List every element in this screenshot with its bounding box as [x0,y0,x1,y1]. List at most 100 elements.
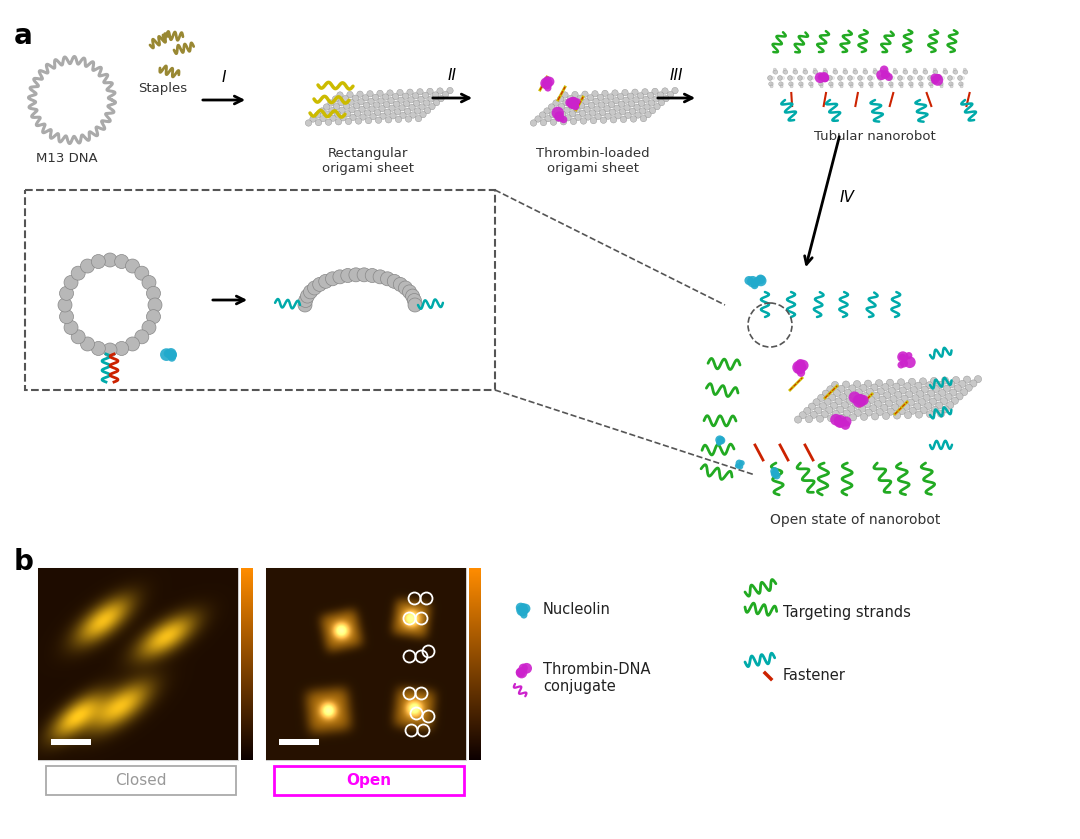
Circle shape [905,352,913,359]
Circle shape [801,76,805,80]
Circle shape [349,107,355,113]
Circle shape [903,70,905,74]
Circle shape [914,68,916,71]
Circle shape [624,105,631,111]
Circle shape [394,108,401,115]
Circle shape [300,289,314,303]
Circle shape [818,394,825,402]
Circle shape [874,68,876,71]
Circle shape [907,76,913,81]
Circle shape [443,91,448,98]
Circle shape [582,91,589,97]
Circle shape [914,70,918,74]
Circle shape [941,82,944,86]
Circle shape [58,298,72,312]
Circle shape [607,94,613,100]
Circle shape [644,104,650,110]
Circle shape [407,294,421,307]
Circle shape [559,111,566,117]
Circle shape [751,282,758,289]
Circle shape [770,85,773,88]
Circle shape [849,385,856,392]
Circle shape [862,393,868,399]
Circle shape [810,411,818,419]
Text: I: I [221,70,226,85]
Circle shape [540,119,546,126]
Circle shape [918,76,922,81]
Circle shape [954,70,958,74]
Circle shape [625,112,631,118]
Circle shape [885,73,893,81]
Circle shape [908,378,916,385]
Circle shape [929,82,933,86]
Circle shape [612,97,619,104]
Circle shape [835,398,842,405]
Circle shape [808,403,815,410]
Circle shape [842,70,846,74]
Circle shape [970,380,977,387]
Circle shape [841,82,843,86]
Circle shape [769,82,773,86]
Circle shape [879,82,883,86]
Circle shape [638,100,645,107]
Circle shape [568,103,575,109]
Text: Closed: Closed [116,773,166,788]
Circle shape [592,91,598,97]
Circle shape [841,416,851,427]
Text: II: II [447,68,457,83]
Circle shape [842,381,850,388]
Circle shape [387,90,393,96]
Circle shape [780,85,783,88]
Circle shape [353,102,360,109]
Circle shape [672,87,678,94]
Circle shape [800,85,804,88]
Circle shape [928,390,935,397]
Circle shape [662,88,669,94]
Circle shape [377,91,383,96]
Circle shape [809,82,813,86]
Circle shape [867,76,873,81]
Circle shape [663,96,670,102]
Circle shape [342,96,349,102]
Circle shape [516,667,527,679]
Circle shape [899,82,903,86]
Circle shape [954,384,961,392]
Circle shape [349,268,363,282]
Circle shape [826,406,833,414]
Circle shape [882,70,890,78]
Circle shape [818,73,825,81]
Circle shape [393,278,407,291]
Circle shape [961,76,964,80]
Circle shape [424,107,431,114]
Circle shape [937,76,943,81]
Circle shape [958,76,962,81]
Circle shape [340,115,347,121]
Circle shape [555,113,562,120]
Circle shape [558,103,565,110]
Circle shape [167,353,176,362]
Text: Thrombin-loaded
origami sheet: Thrombin-loaded origami sheet [536,147,650,175]
Circle shape [554,112,564,121]
Circle shape [640,116,647,122]
Circle shape [324,112,330,117]
Circle shape [588,95,594,101]
Circle shape [667,91,674,98]
Circle shape [852,70,855,74]
Circle shape [893,68,896,71]
Circle shape [832,382,838,388]
Circle shape [521,604,530,613]
Circle shape [851,393,858,400]
Circle shape [864,70,867,74]
Circle shape [437,96,444,102]
Circle shape [937,410,945,417]
Circle shape [386,117,392,123]
Circle shape [827,414,835,422]
Circle shape [822,76,825,80]
Circle shape [945,393,953,400]
Circle shape [298,298,312,312]
Circle shape [569,99,579,109]
Circle shape [81,259,94,273]
Circle shape [584,107,590,112]
Circle shape [908,82,913,86]
Circle shape [919,378,927,385]
